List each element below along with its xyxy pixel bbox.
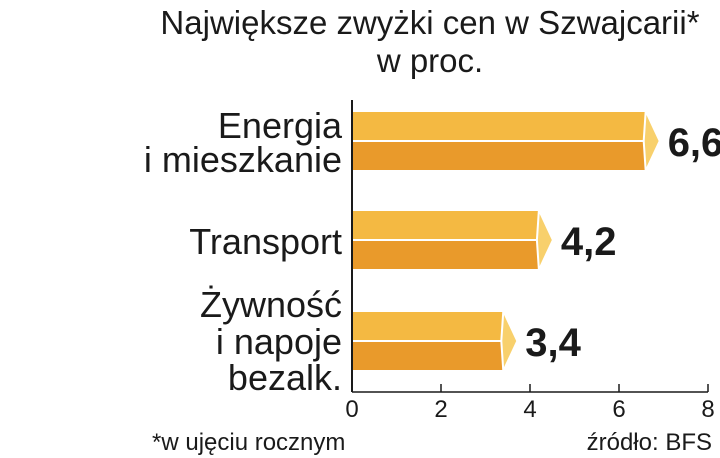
- bar-bottom-2: [351, 340, 519, 372]
- category-label-1: Transport: [189, 221, 342, 262]
- category-label-line: bezalk.: [228, 357, 342, 398]
- x-tick-label: 2: [434, 396, 447, 423]
- chart-title: Największe zwyżki cen w Szwajcarii*: [160, 4, 699, 41]
- bar-top-0: [351, 110, 662, 142]
- value-label-2: 3,4: [525, 321, 581, 365]
- category-label-0: Energia i mieszkanie: [144, 105, 343, 180]
- bar-bottom-0: [351, 140, 662, 172]
- category-labels: Energia i mieszkanie Transport Żywność i nap…: [144, 105, 343, 398]
- category-label-2: Żywność i napoje bezalk.: [200, 284, 342, 398]
- category-label-line: Energia: [218, 105, 343, 146]
- bar-bottom-1: [351, 239, 555, 271]
- value-label-1: 4,2: [561, 220, 617, 264]
- x-axis: 0 2 4 6 8: [345, 100, 715, 423]
- category-label-line: i napoje: [216, 321, 342, 362]
- category-label-line: i mieszkanie: [144, 139, 342, 180]
- source-note: źródło: BFS: [587, 429, 712, 456]
- x-tick-label: 8: [701, 396, 714, 423]
- bar-cap-2: [500, 310, 519, 372]
- category-label-line: Żywność: [200, 284, 342, 325]
- value-label-0: 6,6: [668, 121, 720, 165]
- bar-top-2: [351, 310, 519, 342]
- bar-top-1: [351, 209, 555, 241]
- bar-cap-1: [535, 209, 555, 271]
- category-label-line: Transport: [189, 221, 342, 262]
- x-tick-label: 0: [345, 396, 358, 423]
- x-tick-label: 6: [612, 396, 625, 423]
- footnote: *w ujęciu rocznym: [152, 429, 345, 456]
- x-tick-label: 4: [523, 396, 536, 423]
- chart-subtitle: w proc.: [376, 42, 483, 79]
- value-labels: 6,6 4,2 3,4: [525, 121, 720, 365]
- bar-cap-0: [642, 110, 661, 172]
